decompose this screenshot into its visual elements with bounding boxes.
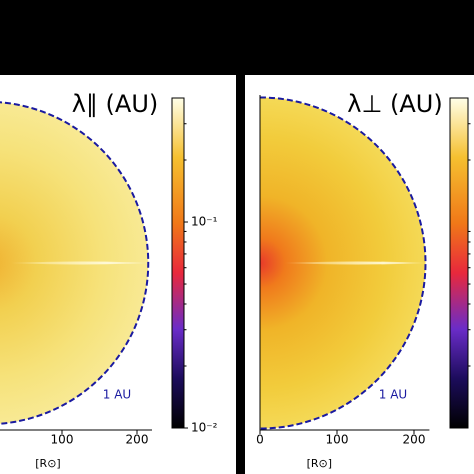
- colorbar: [171, 97, 185, 429]
- chart-title: λ⊥ (AU): [347, 90, 442, 118]
- x-tick-label: 200: [126, 433, 149, 447]
- x-tick-label: 200: [403, 433, 426, 447]
- annotation: 1 AU: [103, 388, 131, 402]
- x-axis-label: [R⊙]: [35, 457, 60, 470]
- chart-title: λ∥ (AU): [72, 90, 159, 118]
- x-tick-label: 100: [51, 433, 74, 447]
- x-axis-label: [R⊙]: [307, 457, 332, 470]
- colorbar: [449, 97, 469, 429]
- boundary-circle: [0, 101, 150, 425]
- annotation: 1 AU: [379, 388, 407, 402]
- equatorial-streak: [11, 261, 149, 265]
- x-tick-label: 100: [326, 433, 349, 447]
- colorbar-tick-label: 10⁻¹: [191, 215, 218, 229]
- x-tick-label: 0: [256, 433, 264, 447]
- equatorial-streak: [284, 261, 426, 265]
- colorbar-tick-label: 10⁻²: [191, 421, 218, 435]
